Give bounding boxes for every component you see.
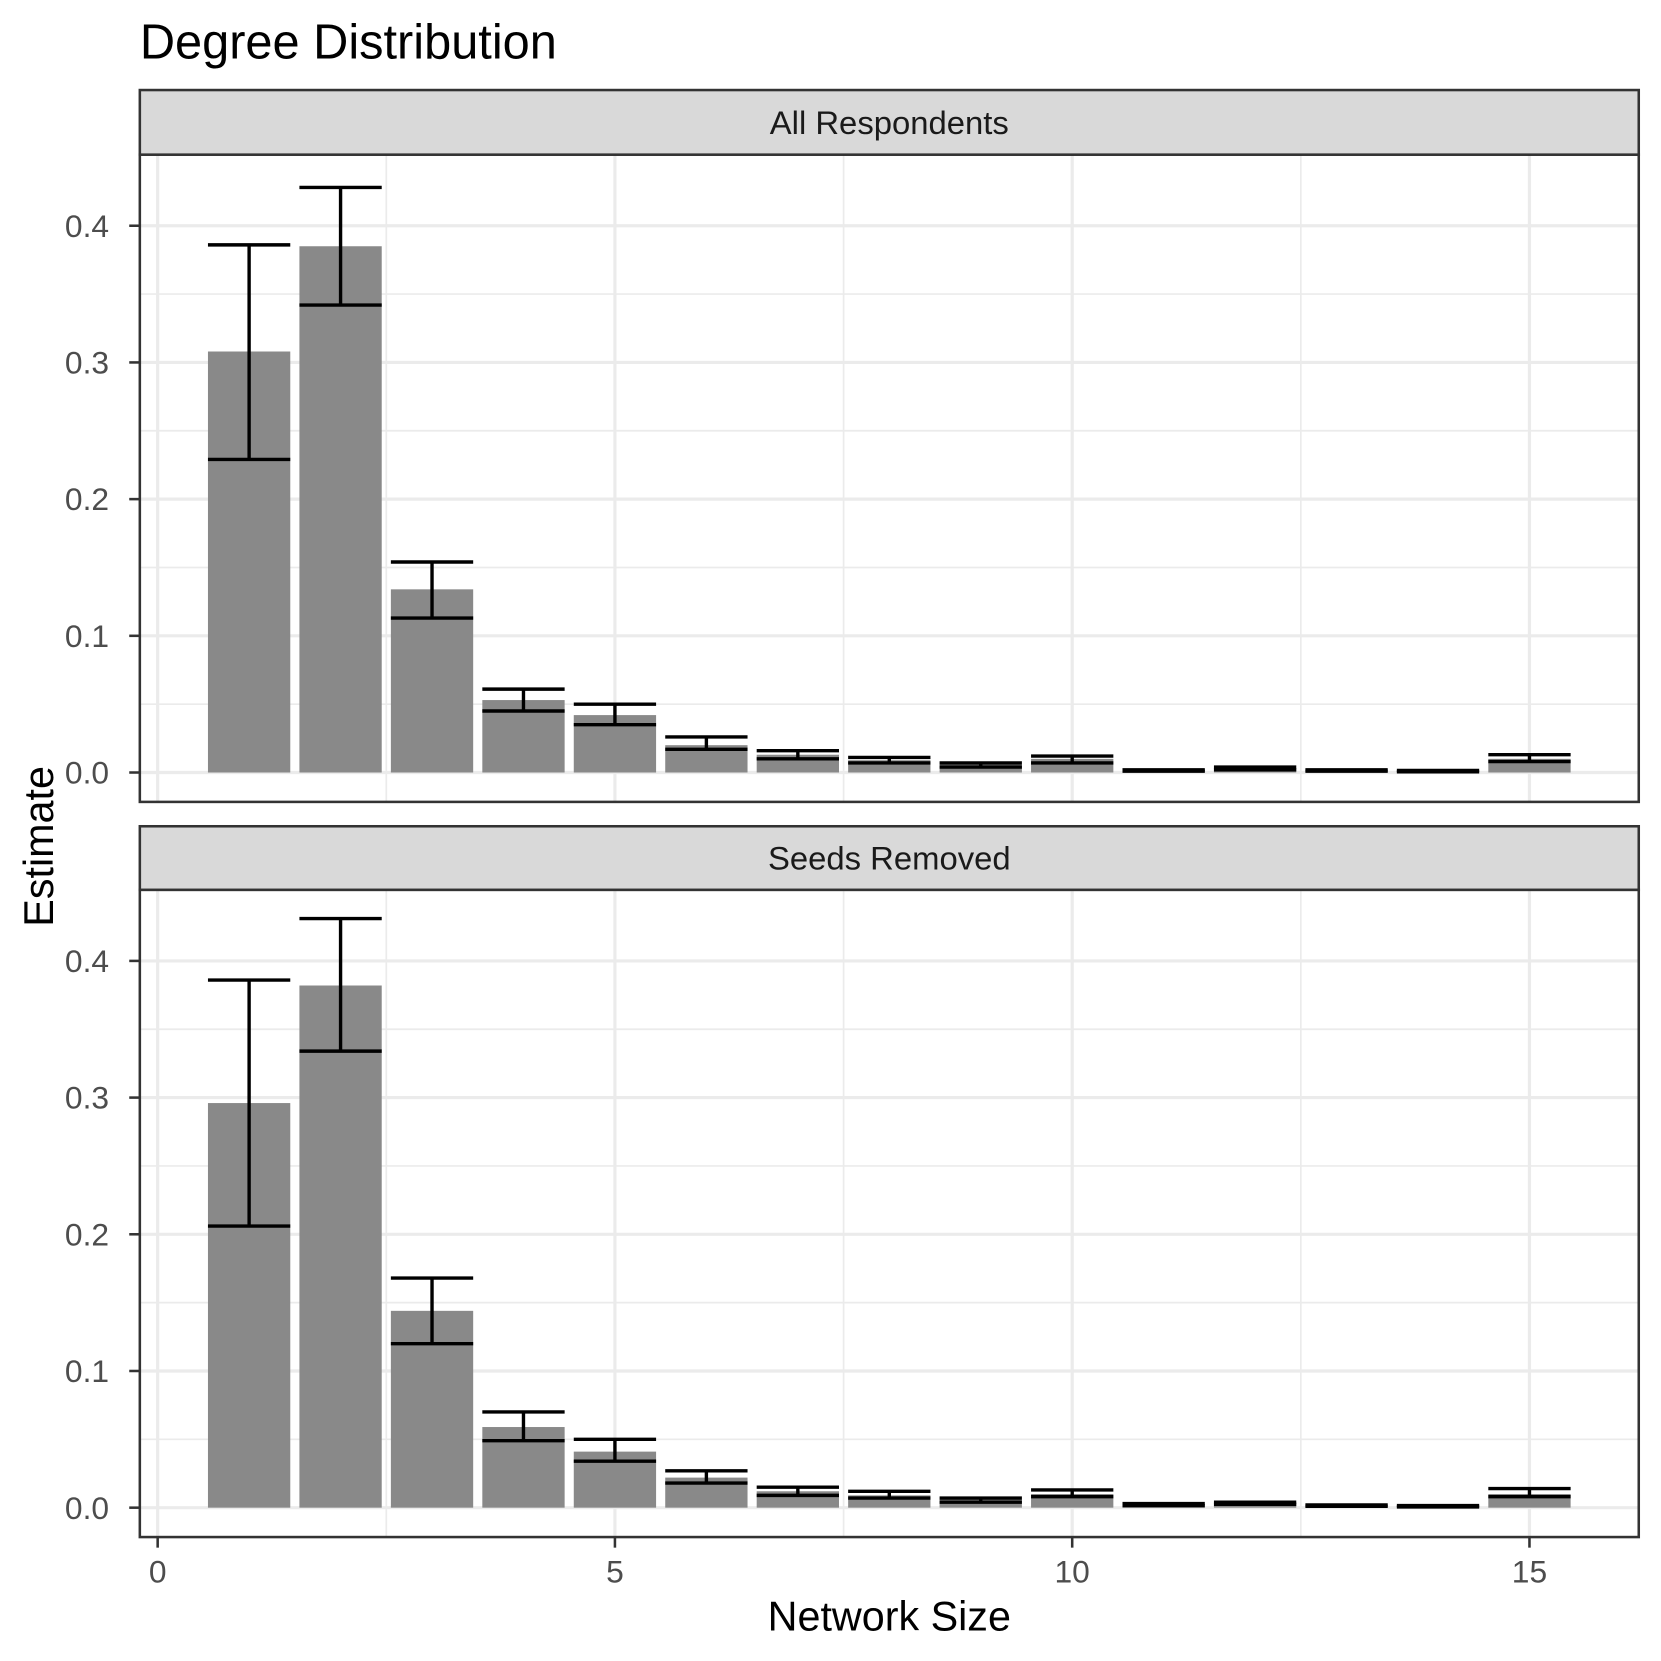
y-tick-label: 0.3: [65, 345, 109, 381]
error-bar-seeds-removed-12: [1213, 1500, 1297, 1506]
bar-all-respondents-2: [299, 246, 382, 773]
error-bar-all-respondents-8: [848, 755, 931, 765]
error-bar-seeds-removed-8: [848, 1489, 931, 1500]
error-bar-all-respondents-9: [939, 761, 1022, 769]
y-tick-label: 0.2: [65, 1216, 109, 1252]
x-tick-label: 10: [1055, 1554, 1090, 1590]
error-bar-seeds-removed-5: [573, 1437, 657, 1463]
error-bar-all-respondents-3: [390, 560, 474, 620]
x-axis: 0 5 10 15: [149, 1537, 1547, 1590]
error-bar-all-respondents-11: [1122, 768, 1205, 773]
x-tick-label: 5: [606, 1554, 624, 1590]
y-tick-label: 0.1: [65, 1353, 109, 1389]
x-axis-title: Network Size: [768, 1593, 1011, 1639]
facet-panel-seeds-removed: Seeds Removed 0.0 0.1 0.2 0.3 0.4: [65, 824, 1641, 1539]
chart-title: Degree Distribution: [140, 15, 557, 69]
bar-all-respondents-3: [390, 589, 474, 773]
bar-seeds-removed-2: [299, 985, 382, 1508]
error-bar-all-respondents-14: [1396, 768, 1480, 774]
y-tick-label: 0.0: [65, 1490, 109, 1526]
y-tick-label: 0.4: [65, 208, 109, 244]
facet-strip: [138, 824, 1641, 892]
error-bar-all-respondents-15: [1488, 753, 1571, 764]
x-tick-label: 15: [1512, 1554, 1547, 1590]
x-tick-label: 0: [149, 1554, 167, 1590]
y-tick-label: 0.0: [65, 755, 109, 791]
y-tick-label: 0.3: [65, 1080, 109, 1116]
error-bar-seeds-removed-11: [1122, 1501, 1205, 1508]
error-bar-seeds-removed-15: [1488, 1486, 1571, 1499]
error-bar-all-respondents-7: [756, 748, 839, 761]
error-bar-seeds-removed-2: [299, 916, 382, 1053]
y-axis-title: Estimate: [16, 766, 62, 927]
error-bar-all-respondents-10: [1031, 754, 1114, 765]
error-bar-all-respondents-6: [665, 735, 748, 751]
error-bar-seeds-removed-13: [1305, 1503, 1388, 1508]
y-tick-label: 0.1: [65, 618, 109, 654]
panel-background: [139, 154, 1639, 802]
error-bar-all-respondents-1: [207, 243, 291, 462]
error-bar-seeds-removed-7: [756, 1485, 839, 1498]
error-bar-seeds-removed-6: [665, 1469, 748, 1485]
error-bar-all-respondents-12: [1213, 765, 1297, 772]
error-bar-seeds-removed-14: [1396, 1503, 1480, 1509]
error-bar-all-respondents-4: [482, 687, 565, 713]
error-bar-all-respondents-2: [299, 185, 382, 307]
y-tick-label: 0.4: [65, 943, 109, 979]
error-bar-all-respondents-5: [573, 702, 657, 727]
panel-background: [139, 889, 1639, 1538]
error-bar-seeds-removed-10: [1031, 1488, 1114, 1499]
error-bar-seeds-removed-3: [390, 1276, 474, 1346]
y-tick-label: 0.2: [65, 481, 109, 517]
error-bar-all-respondents-13: [1305, 768, 1388, 773]
error-bar-seeds-removed-4: [482, 1410, 565, 1443]
error-bar-seeds-removed-1: [207, 978, 291, 1228]
facet-strip-label: Seeds Removed: [768, 840, 1011, 877]
facet-panel-all-respondents: All Respondents 0.0 0.1 0.2 0.3 0.4: [65, 88, 1641, 804]
facet-strip: [138, 88, 1641, 156]
facet-strip-label: All Respondents: [770, 104, 1009, 141]
error-bar-seeds-removed-9: [939, 1496, 1022, 1504]
